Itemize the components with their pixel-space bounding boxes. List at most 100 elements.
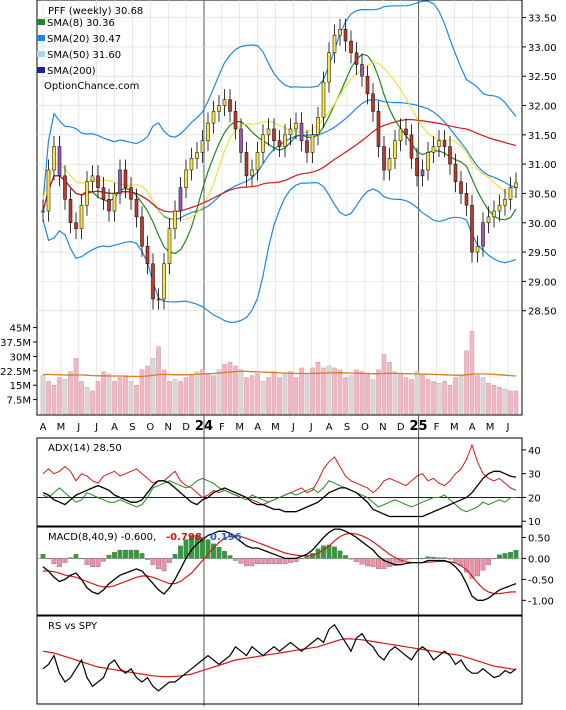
macd-hist-bar	[178, 545, 183, 559]
volume-bar	[497, 386, 502, 415]
volume-bar	[420, 373, 425, 415]
vol-tick-label: 15M	[10, 381, 31, 392]
candle-body	[244, 152, 249, 177]
macd-hist-bar	[282, 558, 288, 565]
candle-body	[178, 187, 183, 212]
x-tick-label: A	[40, 422, 47, 433]
price-panel-frame	[36, 0, 523, 416]
macd-hist-bar	[464, 558, 469, 573]
candle-body	[481, 222, 485, 247]
macd-hist-bar	[95, 558, 101, 567]
panel-y-tick-label: 20	[528, 493, 541, 504]
legend-swatch-sma200	[37, 67, 45, 73]
candle-body	[184, 169, 188, 188]
macd-hist-bar	[79, 558, 84, 560]
macd-hist-bar	[40, 554, 46, 559]
macd-hist-bar	[304, 556, 310, 559]
macd-hist-bar	[222, 551, 227, 559]
volume-bar	[150, 358, 156, 415]
legend-swatch-sma50	[37, 51, 45, 57]
bollinger-upper	[42, 0, 517, 203]
sma50-line	[42, 61, 517, 221]
macd-hist-bar	[376, 558, 381, 570]
volume-bar	[376, 369, 381, 415]
candle-body	[272, 128, 276, 141]
candle-body	[211, 111, 216, 124]
volume-bar	[315, 362, 321, 415]
legend-sma20: SMA(20) 30.47	[47, 34, 121, 45]
macd-hist-bar	[90, 558, 95, 567]
volume-bar	[79, 381, 84, 415]
candle-body	[255, 152, 260, 171]
x-tick-label: A	[254, 422, 261, 433]
volume-bar	[211, 375, 216, 415]
macd-hist-bar	[101, 558, 106, 562]
candle-body	[382, 146, 386, 171]
volume-bar	[172, 379, 178, 415]
macd-hist-bar	[106, 554, 112, 559]
macd-value-blue: 0.196	[210, 532, 242, 543]
candle-body	[145, 245, 150, 265]
panel-y-tick-label: 10	[528, 517, 541, 528]
vol-tick-label: 22.5M	[0, 367, 31, 378]
volume-bar	[310, 367, 315, 415]
volume-bar	[233, 365, 238, 415]
macd-hist-bar	[480, 558, 486, 571]
candle-body	[112, 193, 117, 212]
macd-hist-bar	[156, 558, 161, 570]
candle-body	[134, 199, 139, 218]
x-tick-label: S	[129, 422, 135, 433]
x-tick-label: F	[434, 422, 440, 433]
volume-bar	[475, 375, 480, 415]
volume-bar	[205, 373, 211, 415]
macd-hist-bar	[425, 556, 431, 559]
x-tick-label: D	[182, 422, 190, 433]
macd-hist-bar	[431, 557, 436, 559]
volume-bar	[222, 363, 227, 415]
candle-body	[195, 152, 199, 159]
volume-bar	[134, 385, 139, 415]
candle-body	[200, 140, 205, 153]
macd-hist-bar	[161, 558, 167, 572]
x-tick-label: J	[291, 422, 295, 433]
candle-body	[453, 163, 458, 182]
volume-bar	[266, 377, 271, 415]
candle-body	[74, 222, 78, 229]
candle-body	[68, 199, 73, 224]
candle-body	[206, 122, 210, 141]
macd-hist-bar	[502, 553, 508, 559]
volume-bar	[321, 367, 326, 415]
candle-body	[118, 169, 122, 194]
macd-hist-bar	[469, 558, 475, 579]
macd-hist-bar	[332, 546, 337, 559]
legend-sma50: SMA(50) 31.60	[47, 50, 121, 61]
candle-body	[470, 204, 474, 253]
bollinger-lower	[42, 182, 517, 324]
candle-body	[464, 193, 469, 206]
rs-ma-line	[42, 638, 517, 678]
volume-bar	[84, 386, 90, 415]
macd-hist-bar	[200, 537, 205, 559]
candle-body	[437, 140, 441, 147]
candle-body	[173, 210, 177, 229]
volume-bar	[73, 358, 79, 415]
macd-hist-bar	[447, 558, 453, 560]
legend-swatch-sma20	[37, 35, 45, 41]
macd-hist-bar	[513, 550, 519, 559]
volume-bar	[348, 375, 354, 415]
volume-avg-line	[42, 370, 517, 378]
macd-hist-bar	[337, 550, 343, 559]
candle-body	[415, 158, 419, 177]
macd-hist-bar	[46, 558, 51, 560]
x-tick-label: A	[111, 422, 118, 433]
volume-bar	[95, 381, 101, 415]
vol-tick-label: 30M	[10, 352, 31, 363]
rs-panel	[36, 615, 523, 705]
candle-body	[475, 245, 480, 253]
macd-hist-bar	[62, 558, 68, 563]
candle-body	[85, 181, 89, 206]
y-tick-label: 29.50	[528, 248, 557, 259]
candle-body	[96, 175, 100, 188]
candle-body	[486, 216, 491, 224]
macd-hist-bar	[436, 557, 442, 559]
